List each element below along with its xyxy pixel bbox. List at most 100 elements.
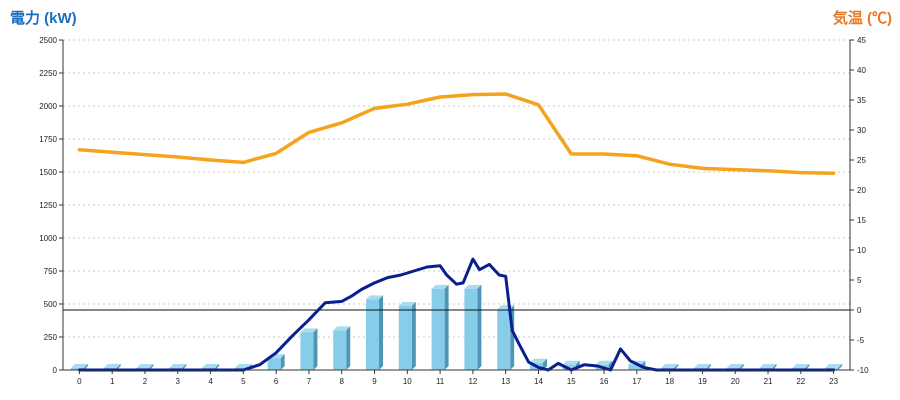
x-tick-label: 11 xyxy=(436,377,445,386)
bar-top xyxy=(136,364,154,369)
right-tick-label: 30 xyxy=(857,126,866,135)
bar-front xyxy=(333,330,347,370)
bar-top xyxy=(234,364,252,369)
x-tick-label: 23 xyxy=(829,377,838,386)
bar xyxy=(431,284,449,370)
left-tick-label: 1000 xyxy=(39,234,57,243)
bar-front xyxy=(300,332,314,370)
bar-top xyxy=(431,284,449,289)
bar-top xyxy=(169,364,187,369)
bar-top xyxy=(562,360,580,365)
right-tick-label: 10 xyxy=(857,246,866,255)
bar-front xyxy=(431,288,445,370)
bar-side xyxy=(346,326,351,370)
right-tick-label: 0 xyxy=(857,306,862,315)
right-tick-label: 15 xyxy=(857,216,866,225)
x-tick-label: 14 xyxy=(534,377,543,386)
x-tick-label: 4 xyxy=(208,377,213,386)
right-tick-label: 5 xyxy=(857,276,862,285)
x-tick-label: 9 xyxy=(372,377,377,386)
bar-side xyxy=(411,301,416,370)
right-tick-label: 20 xyxy=(857,186,866,195)
x-tick-label: 21 xyxy=(764,377,773,386)
bar-front xyxy=(70,368,84,370)
right-tick-label: -10 xyxy=(857,366,869,375)
bar-front xyxy=(628,364,642,370)
bar xyxy=(366,295,384,370)
right-axis-title: 気温 (℃) xyxy=(833,9,892,27)
bar xyxy=(333,326,351,370)
bar-side xyxy=(477,284,482,370)
left-tick-label: 500 xyxy=(44,300,58,309)
left-tick-label: 1250 xyxy=(39,201,57,210)
x-tick-label: 19 xyxy=(698,377,707,386)
left-axis-title: 電力 (kW) xyxy=(10,9,77,27)
x-tick-label: 12 xyxy=(468,377,477,386)
bar-front xyxy=(366,299,380,370)
bar-side xyxy=(280,354,285,370)
x-tick-label: 17 xyxy=(632,377,641,386)
bar-top xyxy=(529,358,547,363)
left-tick-label: 750 xyxy=(44,267,58,276)
bar-front xyxy=(464,288,478,370)
right-tick-label: 25 xyxy=(857,156,866,165)
left-tick-label: 2250 xyxy=(39,69,57,78)
left-tick-label: 2500 xyxy=(39,36,57,45)
x-tick-label: 8 xyxy=(340,377,345,386)
bars xyxy=(70,284,843,370)
bar-top xyxy=(202,364,220,369)
bar-top xyxy=(103,364,121,369)
bar-side xyxy=(542,358,547,370)
right-tick-label: 40 xyxy=(857,66,866,75)
axes: 02505007501000125015001750200022502500-1… xyxy=(39,36,869,386)
x-tick-label: 0 xyxy=(77,377,82,386)
lines xyxy=(63,92,850,372)
x-tick-label: 15 xyxy=(567,377,576,386)
x-tick-label: 13 xyxy=(501,377,510,386)
bar-side xyxy=(444,284,449,370)
bar-top xyxy=(792,364,810,369)
x-tick-label: 18 xyxy=(665,377,674,386)
bar-front xyxy=(497,309,511,370)
bar xyxy=(464,284,482,370)
x-tick-label: 2 xyxy=(143,377,148,386)
left-tick-label: 2000 xyxy=(39,102,57,111)
bar xyxy=(300,328,318,370)
bar-side xyxy=(313,328,318,370)
bar-top xyxy=(825,364,843,369)
x-tick-label: 6 xyxy=(274,377,279,386)
bar-side xyxy=(379,295,384,370)
bar-side xyxy=(838,364,843,370)
bar-top xyxy=(70,364,88,369)
grid xyxy=(63,39,850,338)
bar-top xyxy=(693,364,711,369)
bar-front xyxy=(267,358,281,370)
bar-top xyxy=(366,295,384,300)
bar-top xyxy=(595,360,613,365)
bar-side xyxy=(608,360,613,370)
x-tick-label: 7 xyxy=(307,377,312,386)
bar-top xyxy=(333,326,351,331)
left-tick-label: 1500 xyxy=(39,168,57,177)
temperature-line xyxy=(77,92,836,175)
bar-top xyxy=(464,284,482,289)
right-tick-label: 45 xyxy=(857,36,866,45)
left-tick-label: 250 xyxy=(44,333,58,342)
x-tick-label: 10 xyxy=(403,377,412,386)
x-tick-label: 16 xyxy=(600,377,609,386)
right-tick-label: -5 xyxy=(857,336,865,345)
bar-front xyxy=(398,305,412,370)
left-tick-label: 0 xyxy=(53,366,58,375)
right-tick-label: 35 xyxy=(857,96,866,105)
x-tick-label: 5 xyxy=(241,377,246,386)
bar-top xyxy=(398,301,416,306)
x-tick-label: 22 xyxy=(796,377,805,386)
x-tick-label: 3 xyxy=(176,377,181,386)
x-tick-label: 20 xyxy=(731,377,740,386)
bar-top xyxy=(726,364,744,369)
bar-top xyxy=(661,364,679,369)
x-tick-label: 1 xyxy=(110,377,115,386)
bar-top xyxy=(300,328,318,333)
power-line xyxy=(77,257,836,372)
